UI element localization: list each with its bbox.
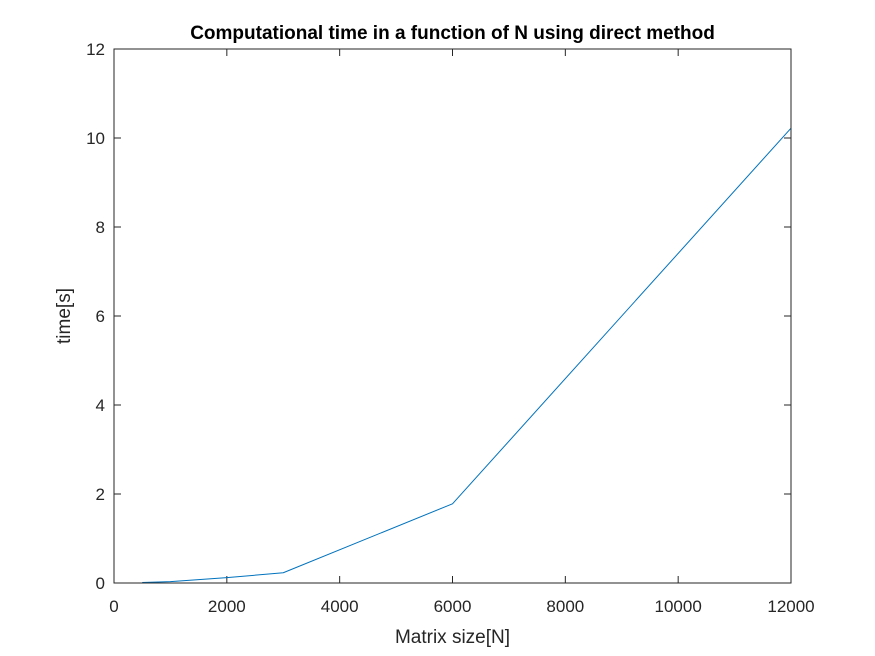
- series-layer: [142, 127, 792, 584]
- y-tick-label: 4: [96, 396, 105, 415]
- x-tick-label: 4000: [321, 597, 359, 616]
- tick-labels: 0 2000 4000 6000 8000 10000 12000 0 2 4 6 8 10 12: [86, 40, 815, 616]
- x-tick-label: 2000: [208, 597, 246, 616]
- x-tick-label: 8000: [546, 597, 584, 616]
- axes-box: [113, 48, 792, 584]
- y-tick-label: 6: [96, 307, 105, 326]
- y-tick-label: 10: [86, 129, 105, 148]
- y-axis-label: time[s]: [54, 288, 75, 344]
- plot-area: [114, 49, 791, 583]
- y-tick-label: 8: [96, 218, 105, 237]
- x-tick-label: 10000: [655, 597, 702, 616]
- x-tick-label: 6000: [434, 597, 472, 616]
- y-tick-label: 0: [96, 574, 105, 593]
- y-tick-label: 2: [96, 485, 105, 504]
- x-axis-label: Matrix size[N]: [395, 627, 510, 648]
- x-tick-label: 12000: [767, 597, 814, 616]
- chart-title: Computational time in a function of N us…: [190, 23, 715, 44]
- x-tick-label: 0: [109, 597, 118, 616]
- y-tick-label: 12: [86, 40, 105, 59]
- series-line: [142, 127, 792, 584]
